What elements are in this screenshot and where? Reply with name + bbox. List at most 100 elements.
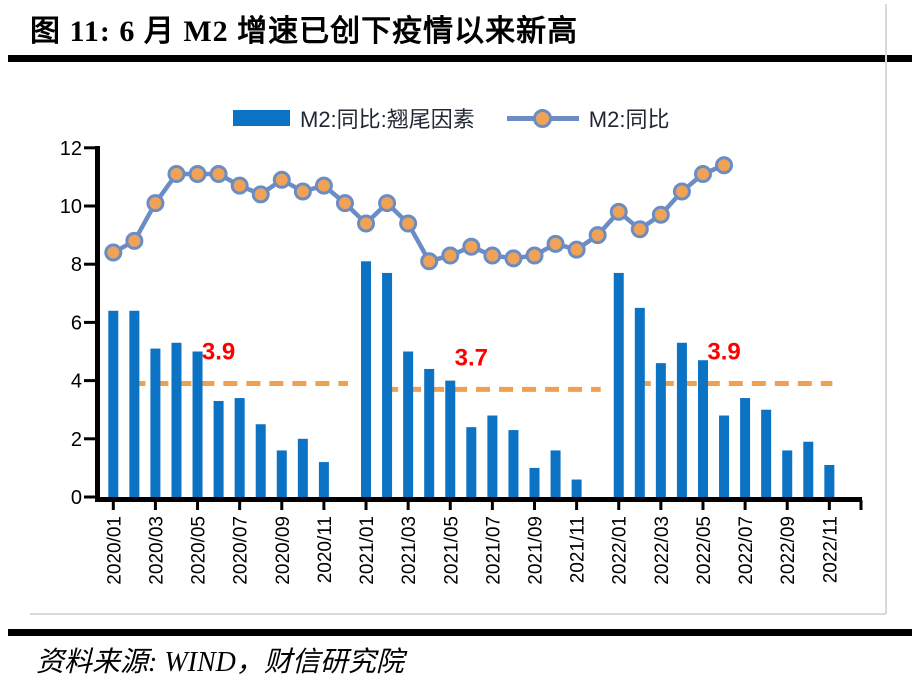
bar bbox=[613, 272, 624, 497]
bar bbox=[171, 342, 182, 497]
bar bbox=[634, 307, 645, 497]
legend-bar-swatch bbox=[233, 110, 290, 126]
bar bbox=[550, 450, 561, 497]
line-marker bbox=[399, 214, 418, 233]
y-tick-label: 4 bbox=[71, 371, 82, 393]
bar bbox=[255, 424, 266, 497]
bar bbox=[424, 368, 435, 497]
x-tick-label: 2020/05 bbox=[189, 516, 210, 585]
line-marker bbox=[272, 170, 291, 189]
line-marker bbox=[357, 214, 376, 233]
line-marker bbox=[588, 226, 607, 245]
bar bbox=[824, 464, 835, 497]
x-tick-label: 2021/11 bbox=[568, 516, 589, 583]
bar bbox=[150, 348, 161, 497]
x-tick-label: 2021/07 bbox=[483, 516, 504, 585]
source-note: 资料来源: WIND，财信研究院 bbox=[36, 647, 404, 678]
line-marker bbox=[104, 243, 123, 262]
bar bbox=[761, 409, 772, 497]
x-tick-label: 2020/11 bbox=[315, 516, 336, 583]
legend-line-swatch bbox=[506, 108, 579, 128]
line-marker bbox=[378, 194, 397, 213]
bar bbox=[676, 342, 687, 497]
line-marker bbox=[125, 231, 144, 250]
line-marker bbox=[546, 234, 565, 253]
x-tick-label: 2021/05 bbox=[441, 516, 462, 585]
line-marker bbox=[293, 182, 312, 201]
y-tick-label: 6 bbox=[71, 312, 82, 334]
bar bbox=[213, 400, 224, 497]
bar bbox=[803, 441, 814, 497]
bar bbox=[297, 438, 308, 497]
x-tick-label: 2021/09 bbox=[526, 516, 547, 585]
legend-line-label: M2:同比 bbox=[588, 107, 670, 132]
line-marker bbox=[693, 164, 712, 183]
bar bbox=[403, 351, 414, 497]
y-tick-label: 8 bbox=[71, 254, 82, 276]
annotation-label: 3.9 bbox=[202, 339, 235, 366]
bar bbox=[129, 310, 140, 497]
x-tick-label: 2022/03 bbox=[652, 516, 673, 585]
line-marker bbox=[335, 194, 354, 213]
bar bbox=[508, 430, 519, 497]
line-marker bbox=[441, 246, 460, 265]
title-rule bbox=[8, 55, 912, 62]
bar bbox=[697, 360, 708, 497]
y-tick-label: 10 bbox=[60, 196, 82, 218]
line-marker bbox=[672, 182, 691, 201]
annotation-label: 3.9 bbox=[707, 339, 740, 366]
x-tick-label: 2022/11 bbox=[820, 516, 841, 583]
legend-bar-label: M2:同比:翘尾因素 bbox=[300, 107, 475, 132]
bar bbox=[719, 415, 730, 497]
line-marker bbox=[630, 220, 649, 239]
x-tick-label: 2022/01 bbox=[610, 516, 631, 585]
x-tick-label: 2020/03 bbox=[146, 516, 167, 585]
bar bbox=[529, 467, 540, 497]
line-marker bbox=[314, 176, 333, 195]
bar bbox=[445, 380, 456, 497]
y-tick-label: 2 bbox=[71, 429, 82, 451]
bar bbox=[782, 450, 793, 497]
line-marker bbox=[230, 176, 249, 195]
bar bbox=[655, 363, 666, 497]
x-tick-label: 2020/07 bbox=[231, 516, 252, 585]
bar bbox=[487, 415, 498, 497]
line-marker bbox=[567, 240, 586, 259]
line-marker bbox=[483, 246, 502, 265]
bar bbox=[192, 351, 203, 497]
chart-legend: M2:同比:翘尾因素 M2:同比 bbox=[233, 102, 669, 134]
line-marker bbox=[167, 164, 186, 183]
x-tick-label: 2022/05 bbox=[694, 516, 715, 585]
line-marker bbox=[609, 202, 628, 221]
page-title: 图 11: 6 月 M2 增速已创下疫情以来新高 bbox=[30, 15, 579, 48]
bar bbox=[234, 398, 245, 497]
x-tick-label: 2020/09 bbox=[273, 516, 294, 585]
trend-line bbox=[112, 163, 725, 264]
x-tick-label: 2022/09 bbox=[778, 516, 799, 585]
line-marker bbox=[504, 249, 523, 268]
legend-line-marker-icon bbox=[532, 108, 552, 128]
x-tick-label: 2021/03 bbox=[399, 516, 420, 585]
line-marker bbox=[251, 185, 270, 204]
plot-frame bbox=[30, 4, 887, 615]
line-marker bbox=[651, 205, 670, 224]
bar bbox=[108, 310, 119, 497]
bar bbox=[571, 479, 582, 497]
y-tick-label: 12 bbox=[60, 138, 82, 160]
x-tick-label: 2020/01 bbox=[104, 516, 125, 585]
chart-canvas: 0 2 4 6 8 10 12 2020/01 2020/03 2020/05 2020/07 202… bbox=[30, 4, 887, 615]
bar bbox=[276, 450, 287, 497]
line-marker bbox=[462, 237, 481, 256]
bar bbox=[318, 462, 329, 497]
y-tick-label: 0 bbox=[71, 487, 82, 509]
bar bbox=[382, 272, 393, 497]
bottom-rule bbox=[8, 629, 912, 636]
line-marker bbox=[209, 164, 228, 183]
line-marker bbox=[146, 194, 165, 213]
line-marker bbox=[715, 156, 734, 175]
bar bbox=[466, 427, 477, 497]
x-tick-label: 2021/01 bbox=[357, 516, 378, 585]
line-marker bbox=[188, 164, 207, 183]
line-marker bbox=[525, 246, 544, 265]
x-tick-label: 2022/07 bbox=[736, 516, 757, 585]
